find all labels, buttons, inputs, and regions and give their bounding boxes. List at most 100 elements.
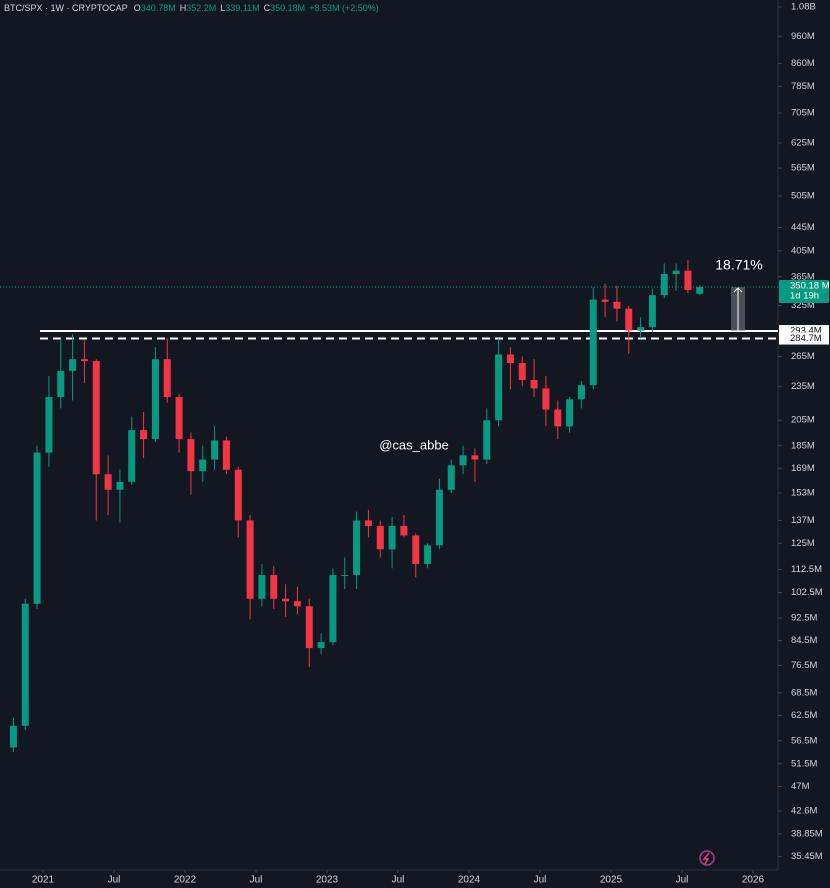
header-value: 352.2M (186, 3, 216, 13)
y-tick-label: 169M (791, 463, 815, 474)
candle-body (483, 420, 491, 460)
candle (353, 511, 361, 589)
candle-body (151, 359, 159, 440)
candle (364, 509, 372, 538)
y-tick-label: 42.6M (791, 805, 817, 816)
y-tick-label: 112.5M (791, 564, 822, 575)
candle (69, 333, 77, 401)
candle-body (211, 440, 219, 460)
header-key: H (180, 3, 187, 13)
level-label: 293.4M (790, 326, 822, 337)
candle-body (246, 520, 254, 599)
candle (506, 347, 514, 390)
candle (471, 448, 479, 482)
candle (33, 445, 41, 609)
candle (305, 598, 313, 668)
x-tick-label: 2024 (458, 875, 481, 886)
candle (187, 432, 195, 495)
y-tick-label: 625M (791, 137, 815, 148)
candle (625, 305, 633, 354)
candle-body (412, 535, 420, 564)
candle (495, 338, 503, 427)
candle (672, 263, 680, 291)
candle (613, 285, 621, 322)
y-tick-label: 265M (791, 351, 815, 362)
candle-body (353, 520, 361, 576)
y-tick-label: 35.45M (791, 851, 823, 862)
candle (234, 466, 242, 538)
candle-body (577, 385, 585, 400)
level-label: 284.7M (790, 333, 822, 344)
candle (447, 459, 455, 493)
candle-body (329, 575, 337, 643)
x-tick-label: Jul (534, 875, 547, 886)
candle (282, 584, 290, 617)
candle (424, 543, 432, 569)
candle-body (447, 465, 455, 490)
candle (412, 533, 420, 578)
candle (293, 586, 301, 615)
candle (601, 283, 609, 318)
y-tick-label: 185M (791, 440, 815, 451)
candle-body (613, 301, 621, 309)
header-key: C (264, 3, 271, 13)
y-tick-label: 51.5M (791, 758, 817, 769)
y-tick-label: 405M (791, 245, 815, 256)
y-tick-label: 565M (791, 163, 815, 174)
candle-body (459, 455, 467, 466)
candle (660, 263, 668, 299)
candle-body (530, 379, 538, 389)
y-tick-label: 68.5M (791, 687, 817, 698)
x-tick-label: Jul (392, 875, 405, 886)
candle (258, 563, 266, 607)
y-tick-label: 205M (791, 415, 815, 426)
candle (518, 356, 526, 387)
candle-body (388, 525, 396, 550)
candle (637, 317, 645, 339)
y-tick-label: 505M (791, 191, 815, 202)
candle-body (518, 363, 526, 380)
candle (483, 408, 491, 464)
watermark: @cas_abbe (379, 437, 449, 452)
candle (163, 338, 171, 403)
y-tick-label: 102.5M (791, 587, 823, 598)
candle-body (57, 370, 65, 398)
y-tick-label: 47M (791, 781, 810, 792)
y-tick-label: 365M (791, 271, 815, 282)
candle-body (684, 270, 692, 291)
y-tick-label: 137M (791, 515, 815, 526)
candle-body (163, 359, 171, 398)
candle-body (637, 327, 645, 331)
y-tick-label: 445M (791, 222, 815, 233)
y-tick-label: 92.5M (791, 613, 817, 624)
candle (140, 411, 148, 459)
y-tick-label: 76.5M (791, 660, 817, 671)
symbol: BTC/SPX · 1W · CRYPTOCAP (4, 3, 128, 13)
candle (116, 469, 124, 523)
y-tick-label: 56.5M (791, 735, 817, 746)
candle-body (601, 299, 609, 302)
candle-body (92, 361, 100, 475)
candle (459, 445, 467, 475)
candle (435, 478, 443, 550)
candle-body (400, 525, 408, 536)
header-value: 339.11M (225, 3, 259, 13)
candle (45, 375, 53, 467)
y-tick-label: 62.5M (791, 710, 817, 721)
y-tick-label: 705M (791, 108, 815, 119)
y-tick-label: 153M (791, 488, 815, 499)
candle (696, 285, 704, 296)
x-tick-label: Jul (250, 875, 263, 886)
x-tick-label: 2025 (600, 875, 623, 886)
x-tick-label: Jul (676, 875, 689, 886)
candle-body (270, 575, 278, 599)
candle-body (69, 359, 77, 371)
candle-body (21, 603, 29, 726)
candle (341, 557, 349, 589)
candle-body (258, 575, 266, 599)
candle-body (199, 459, 207, 472)
candle (92, 359, 100, 521)
candle (554, 400, 562, 440)
level-label-box (779, 332, 829, 345)
